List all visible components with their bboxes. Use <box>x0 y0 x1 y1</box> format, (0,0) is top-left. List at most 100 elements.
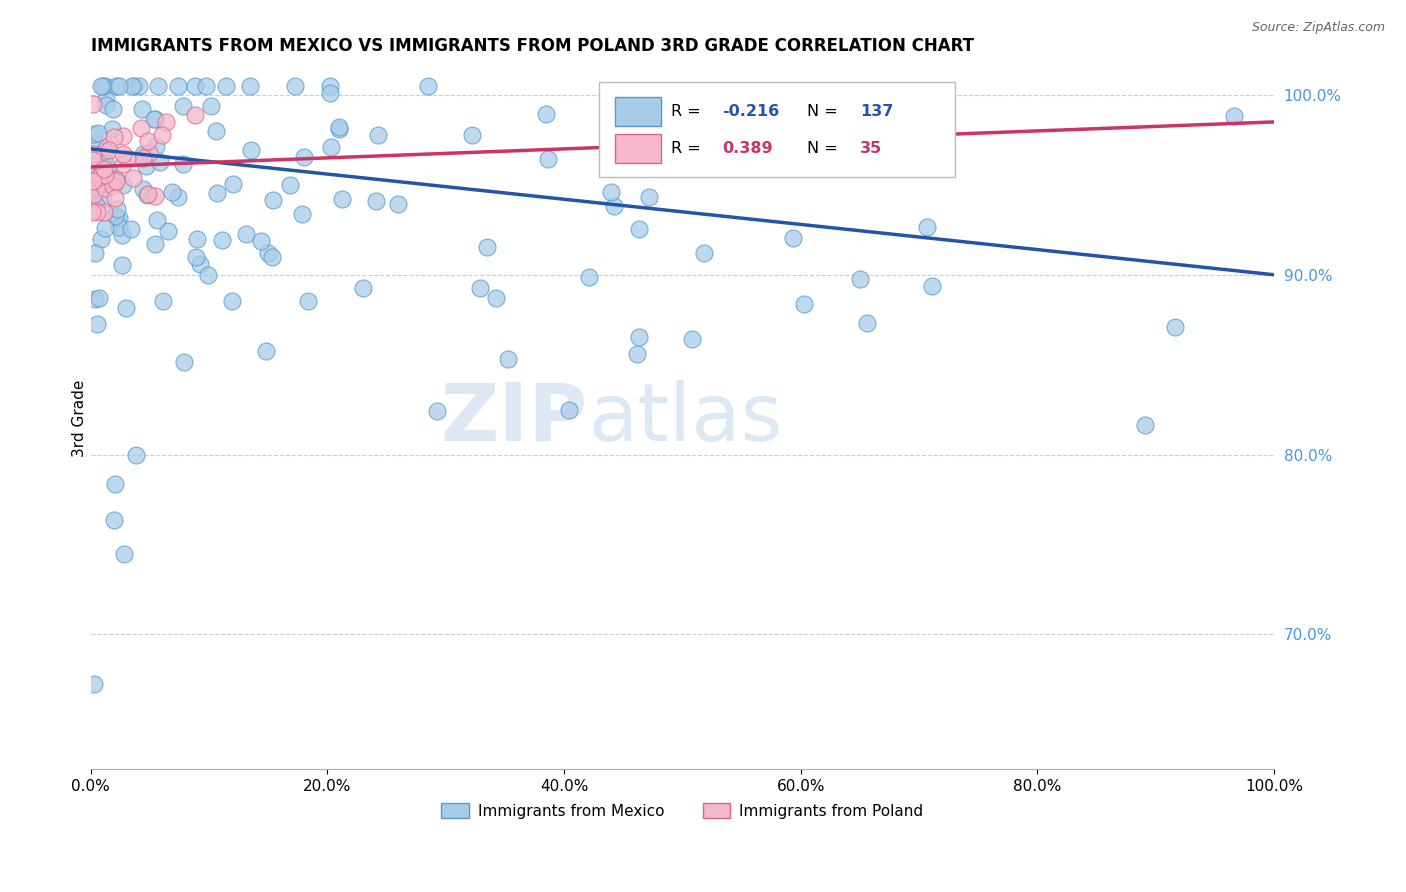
Text: 35: 35 <box>860 141 882 156</box>
Point <box>82 97 104 112</box>
Point <box>111 157 134 171</box>
Point <box>319 87 342 101</box>
Point <box>82 204 104 219</box>
Text: ZIP: ZIP <box>440 380 588 458</box>
Point <box>104 476 127 491</box>
Point <box>600 185 623 199</box>
Point <box>121 78 143 93</box>
Point <box>856 316 879 330</box>
Point <box>150 128 173 142</box>
Point <box>101 122 124 136</box>
Point <box>366 194 388 208</box>
Text: Source: ZipAtlas.com: Source: ZipAtlas.com <box>1251 21 1385 34</box>
Point <box>215 78 238 93</box>
Point <box>662 93 685 107</box>
Point <box>93 161 115 176</box>
Point <box>319 140 342 154</box>
Point <box>80 176 103 190</box>
Text: 0.389: 0.389 <box>723 141 773 156</box>
Point <box>104 191 127 205</box>
Point <box>94 220 117 235</box>
Point <box>143 188 166 202</box>
Point <box>105 202 128 217</box>
Point <box>96 140 118 154</box>
Point <box>197 268 219 282</box>
Text: atlas: atlas <box>588 380 782 458</box>
Point <box>83 245 105 260</box>
Point <box>94 79 117 94</box>
Point <box>262 193 284 207</box>
Point <box>103 130 125 145</box>
Text: R =: R = <box>671 141 706 156</box>
Point <box>626 347 648 361</box>
Point <box>143 236 166 251</box>
Point <box>94 98 117 112</box>
Point <box>84 293 107 307</box>
Point <box>98 143 121 157</box>
Point <box>146 213 169 227</box>
Point <box>536 107 558 121</box>
Point <box>278 178 301 192</box>
Point <box>87 170 110 185</box>
Point <box>111 227 134 242</box>
Point <box>86 180 108 194</box>
Point <box>921 279 943 293</box>
Point <box>101 173 124 187</box>
Point <box>96 173 118 187</box>
Point <box>330 192 353 206</box>
Point <box>221 293 243 308</box>
Point <box>352 281 374 295</box>
Point <box>149 155 172 169</box>
Point <box>83 186 105 201</box>
Point <box>83 128 105 142</box>
Point <box>132 147 155 161</box>
Point <box>239 143 262 157</box>
Point <box>292 150 315 164</box>
Point <box>91 176 114 190</box>
Point <box>256 246 278 260</box>
Point <box>915 219 938 234</box>
Point <box>103 178 125 193</box>
Point <box>167 189 190 203</box>
Point <box>211 233 233 247</box>
Point <box>136 135 159 149</box>
Point <box>84 136 107 150</box>
Point <box>627 330 650 344</box>
Point <box>416 78 439 93</box>
Point <box>112 147 135 161</box>
FancyBboxPatch shape <box>614 134 661 163</box>
FancyBboxPatch shape <box>614 97 661 127</box>
Point <box>103 513 125 527</box>
Point <box>319 78 342 93</box>
Point <box>461 128 484 143</box>
Point <box>101 102 124 116</box>
Point <box>112 547 135 561</box>
Point <box>87 126 110 140</box>
Point <box>184 250 207 264</box>
Point <box>188 256 211 270</box>
Legend: Immigrants from Mexico, Immigrants from Poland: Immigrants from Mexico, Immigrants from … <box>434 797 929 825</box>
Point <box>155 115 177 129</box>
Point <box>184 108 207 122</box>
Point <box>94 168 117 182</box>
Text: R =: R = <box>671 104 706 120</box>
Point <box>200 99 222 113</box>
Point <box>207 186 229 201</box>
Text: IMMIGRANTS FROM MEXICO VS IMMIGRANTS FROM POLAND 3RD GRADE CORRELATION CHART: IMMIGRANTS FROM MEXICO VS IMMIGRANTS FRO… <box>90 37 973 55</box>
Point <box>297 293 319 308</box>
Point <box>675 150 697 164</box>
Point <box>94 181 117 195</box>
Point <box>80 191 103 205</box>
Point <box>82 174 104 188</box>
FancyBboxPatch shape <box>599 82 955 177</box>
Point <box>609 139 631 153</box>
Point <box>1133 417 1156 432</box>
Point <box>94 154 117 169</box>
Point <box>367 128 389 142</box>
Point <box>89 170 111 185</box>
Point <box>849 271 872 285</box>
Point <box>90 78 112 93</box>
Point <box>135 159 157 173</box>
Point <box>107 78 129 93</box>
Point <box>260 250 283 264</box>
